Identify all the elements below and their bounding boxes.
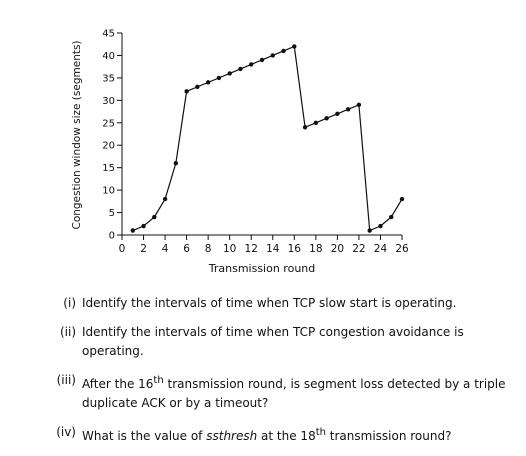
question-list: (i) Identify the intervals of time when … [44,294,514,456]
data-point [249,62,254,67]
data-point [130,228,135,233]
data-point [292,44,297,49]
question-text: After the 16th transmission round, is se… [82,371,514,413]
data-point [281,48,286,54]
data-point [270,53,275,58]
question-number: (i) [63,296,76,310]
question-text: Identify the intervals of time when TCP … [82,325,464,358]
data-point [367,228,372,233]
data-point [345,107,351,112]
data-point [356,102,362,108]
x-tick-label: 22 [352,243,365,255]
series-line [132,45,403,232]
x-tick-label: 16 [288,243,302,255]
x-tick-label: 0 [119,243,126,255]
x-tick-label: 10 [223,243,236,255]
question-text-part: After the 16 [82,377,154,391]
question-text-part: What is the value of [82,429,207,443]
ordinal-suffix: th [153,375,164,386]
x-tick-label: 14 [266,243,280,255]
question-item: (ii) Identify the intervals of time when… [44,323,514,361]
y-tick-label: 0 [109,231,115,242]
question-number: (ii) [59,325,76,339]
y-axis-ticks: 0 5 10 15 20 25 30 35 40 45 [102,29,122,242]
ordinal-suffix: th [315,427,326,438]
data-point [259,57,265,63]
data-point [162,196,168,202]
x-tick-label: 6 [183,243,190,255]
x-tick-label: 24 [374,243,388,255]
y-tick-label: 35 [102,73,115,84]
data-point [195,84,200,90]
data-point [205,80,211,85]
x-tick-label: 12 [245,243,258,255]
x-axis-ticks: 0 2 4 6 8 10 12 14 16 18 20 22 24 26 [119,235,409,255]
question-item: (i) Identify the intervals of time when … [44,294,514,313]
y-tick-label: 20 [102,141,115,152]
data-point [238,66,243,72]
data-point [227,71,232,76]
y-tick-label: 40 [102,51,115,62]
question-text-part: transmission round, is segment loss dete… [82,377,506,410]
y-axis-label: Congestion window size (segments) [71,40,83,229]
y-tick-label: 30 [102,96,115,107]
data-point [141,223,146,229]
x-axis-label: Transmission round [208,262,316,275]
data-point [173,160,179,166]
y-tick-label: 15 [102,163,115,174]
data-point [184,89,189,94]
question-item: (iii) After the 16th transmission round,… [44,371,514,413]
y-tick-label: 10 [102,186,115,197]
x-tick-label: 18 [309,243,322,255]
y-tick-label: 45 [102,29,115,40]
data-points [130,44,405,233]
data-point [302,125,308,130]
ssthresh-term: ssthresh [206,429,258,443]
x-tick-label: 20 [331,243,344,255]
data-point [324,116,329,121]
data-point [152,214,157,220]
chart-axes [121,33,402,236]
data-point [335,111,340,117]
question-item: (iv) What is the value of ssthresh at th… [44,423,514,446]
x-tick-label: 26 [395,243,409,255]
question-number: (iii) [56,373,76,387]
y-tick-label: 5 [109,208,115,219]
question-text: Identify the intervals of time when TCP … [82,296,457,310]
data-point [313,120,319,125]
question-text: What is the value of ssthresh at the 18t… [82,423,514,446]
x-tick-label: 2 [140,243,147,255]
data-point [216,75,222,81]
y-tick-label: 25 [102,118,115,129]
data-point [389,214,394,220]
question-text-part: at the 18 [257,429,316,443]
question-number: (iv) [56,425,76,439]
question-text-part: transmission round? [325,429,452,443]
x-tick-label: 8 [205,243,212,255]
data-point [378,223,383,229]
data-point [399,196,405,202]
x-tick-label: 4 [162,243,169,255]
